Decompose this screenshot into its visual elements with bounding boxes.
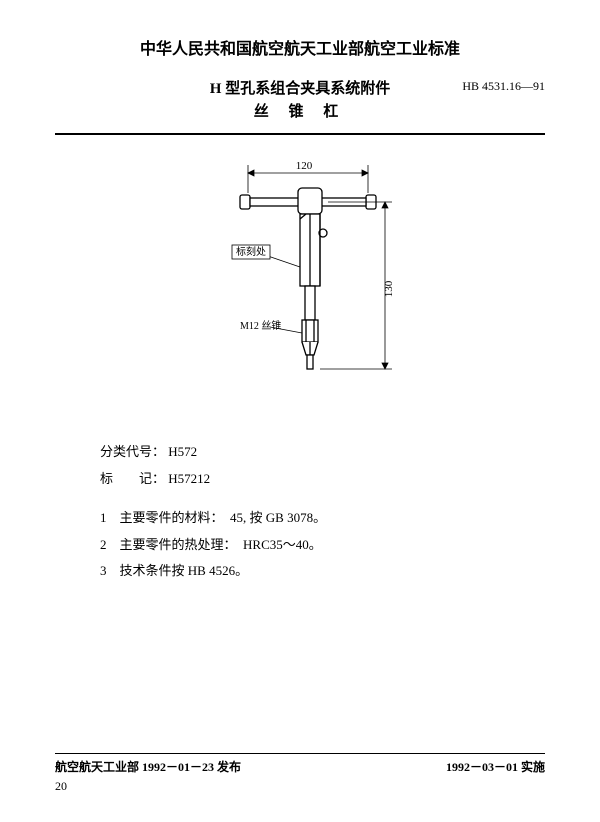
meta-block: 分类代号： H572 标 记： H57212 <box>100 440 545 491</box>
annotation-marking: 标刻处 <box>236 245 266 258</box>
mark-value: H57212 <box>168 471 210 486</box>
footer: 航空航天工业部 1992－01－23 发布 1992－03－01 实施 20 <box>55 753 545 794</box>
subject-line2: 丝 锥 杠 <box>55 100 545 121</box>
mark-label: 标 记： <box>100 471 165 486</box>
effective-text: 1992－03－01 实施 <box>446 758 545 775</box>
standard-code: HB 4531.16—91 <box>462 79 545 94</box>
subject-header: H 型孔系组合夹具系统附件 HB 4531.16—91 丝 锥 杠 <box>55 77 545 121</box>
note-item: 3 技术条件按 HB 4526。 <box>100 558 545 583</box>
notes-block: 1 主要零件的材料： 45, 按 GB 3078。 2 主要零件的热处理： HR… <box>100 505 545 583</box>
dim-width: 120 <box>296 160 313 172</box>
annotation-tap: M12 丝锥 <box>240 320 281 332</box>
note-item: 1 主要零件的材料： 45, 按 GB 3078。 <box>100 505 545 530</box>
technical-drawing: 120 <box>55 155 545 415</box>
subject-line1: H 型孔系组合夹具系统附件 <box>210 77 390 98</box>
page-number: 20 <box>55 779 545 794</box>
org-title: 中华人民共和国航空航天工业部航空工业标准 <box>55 35 545 59</box>
class-value: H572 <box>168 444 197 459</box>
dim-height: 130 <box>383 280 395 297</box>
note-item: 2 主要零件的热处理： HRC35～40。 <box>100 532 545 557</box>
top-rule <box>55 133 545 135</box>
class-label: 分类代号： <box>100 444 165 459</box>
footer-rule <box>55 753 545 754</box>
issued-text: 航空航天工业部 1992－01－23 发布 <box>55 758 241 775</box>
